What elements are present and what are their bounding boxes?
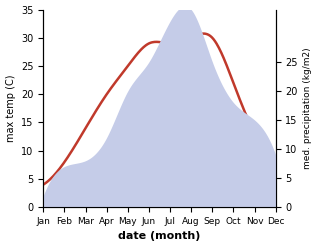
Y-axis label: max temp (C): max temp (C): [5, 75, 16, 142]
X-axis label: date (month): date (month): [118, 231, 201, 242]
Y-axis label: med. precipitation (kg/m2): med. precipitation (kg/m2): [303, 48, 313, 169]
